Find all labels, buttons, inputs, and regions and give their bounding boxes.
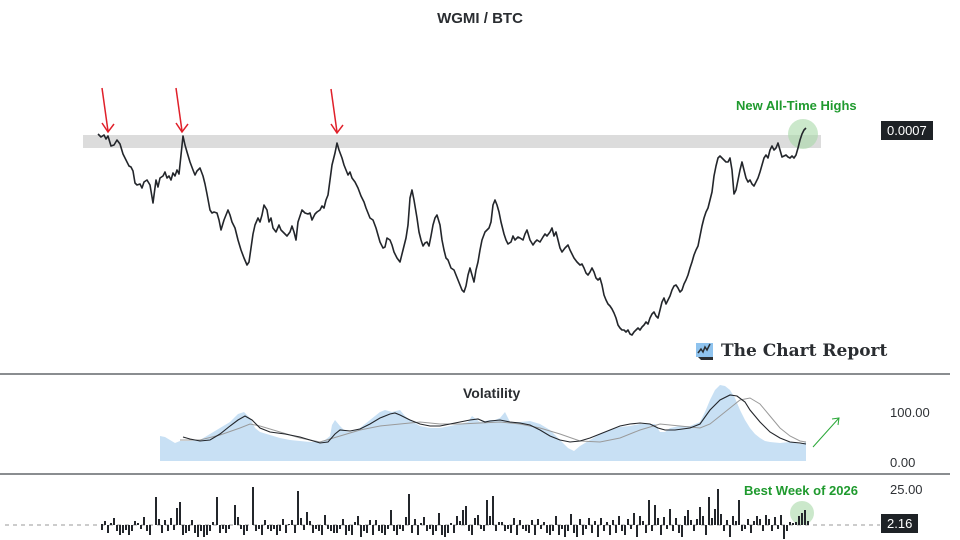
panel-divider <box>0 373 950 375</box>
price-line <box>97 127 807 336</box>
volatility-title: Volatility <box>463 385 521 401</box>
price-label: 0.0007 <box>881 121 933 140</box>
returns-axis-top: 25.00 <box>890 482 923 497</box>
resistance-band <box>83 135 821 148</box>
chart-logo-icon <box>696 343 713 360</box>
volatility-axis-bottom: 0.00 <box>890 455 916 470</box>
chart-title: WGMI / BTC <box>437 10 523 27</box>
arrow-icon <box>175 87 189 134</box>
arrow-icon <box>101 87 115 134</box>
arrow-icon <box>330 88 344 135</box>
volatility-axis-top: 100.00 <box>890 405 930 420</box>
trend-up-arrow-icon <box>812 417 840 448</box>
brand-name: The Chart Report <box>721 341 888 361</box>
brand-logo: The Chart Report <box>695 341 887 361</box>
best-week-annotation: Best Week of 2026 <box>744 483 858 498</box>
ath-annotation: New All-Time Highs <box>736 98 857 113</box>
ath-highlight <box>788 119 818 149</box>
returns-current-value: 2.16 <box>881 514 919 533</box>
return-bars <box>101 487 809 539</box>
volatility-fast-ma <box>182 394 807 445</box>
panel-divider <box>0 473 950 475</box>
